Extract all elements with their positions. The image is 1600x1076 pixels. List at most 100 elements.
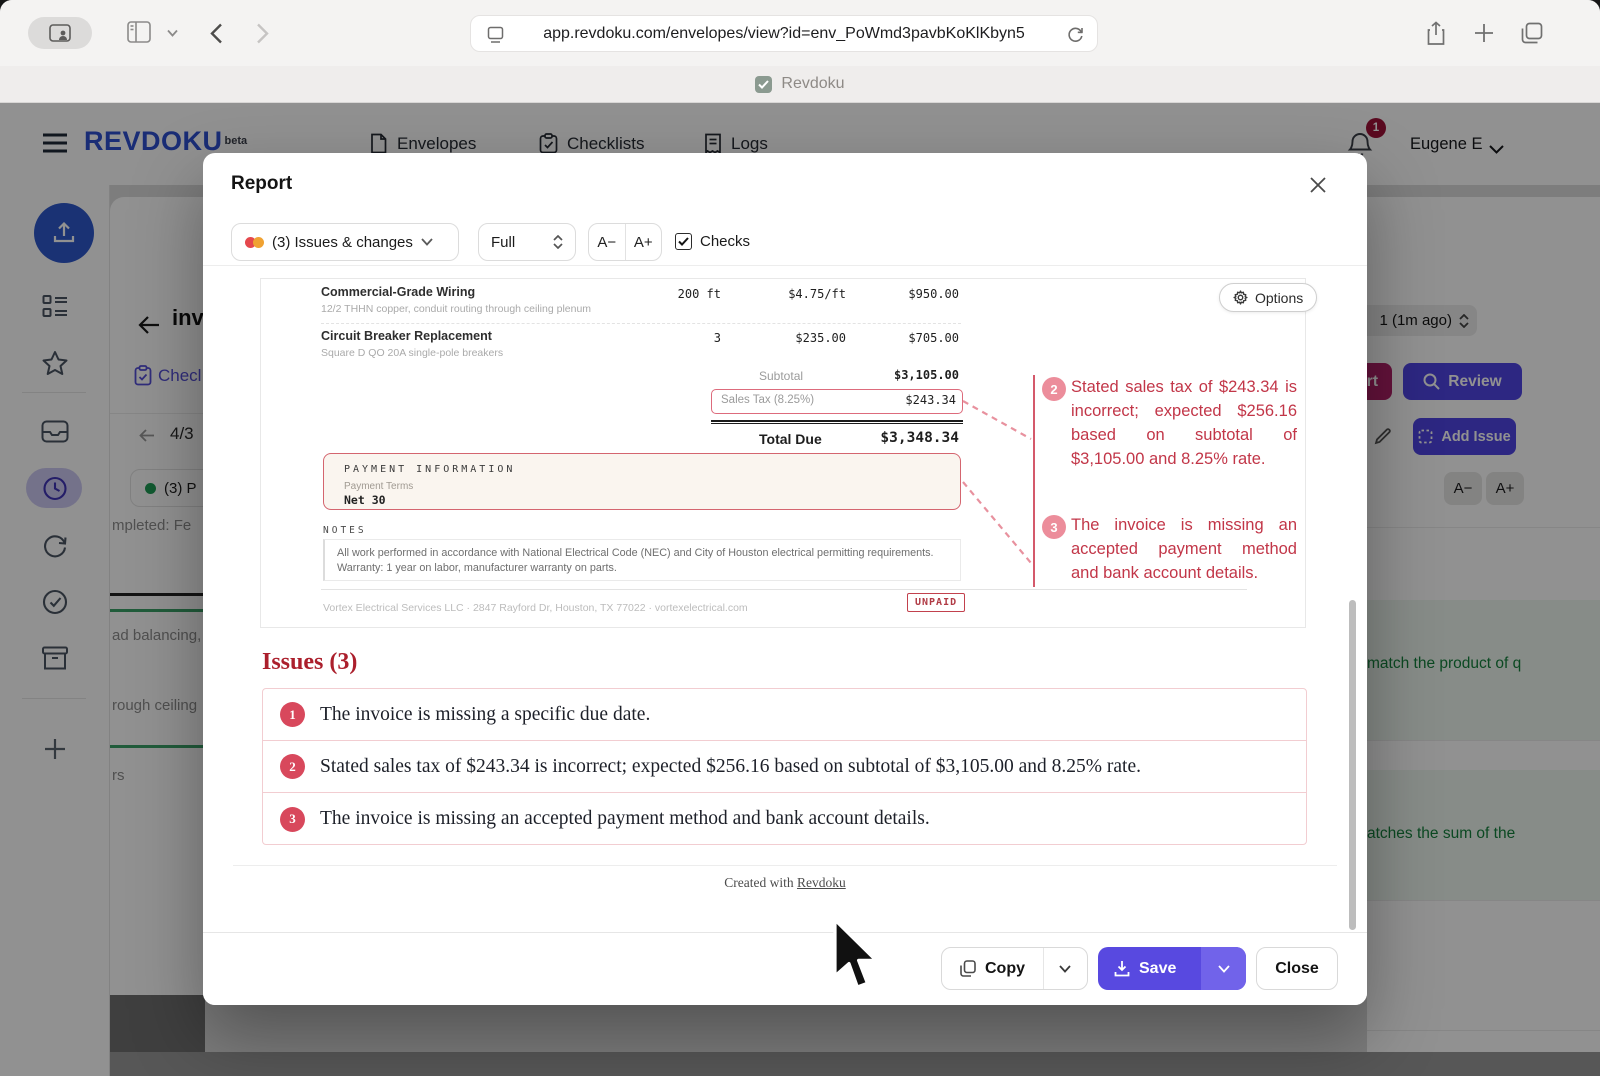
reload-icon[interactable] xyxy=(1067,25,1084,43)
copy-button[interactable]: Copy xyxy=(942,948,1044,989)
invoice-preview: Commercial-Grade Wiring 12/2 THHN copper… xyxy=(260,278,1306,628)
dashed-region-icon xyxy=(1418,429,1433,444)
pass-chip-label: (3) P xyxy=(164,479,197,497)
invoice-footer-line: Vortex Electrical Services LLC · 2847 Ra… xyxy=(323,602,748,614)
doc-title-fragment: inv xyxy=(172,305,204,330)
prev-page-icon[interactable] xyxy=(139,429,155,447)
size-select-value: Full xyxy=(491,233,516,251)
user-chevron-down-icon[interactable] xyxy=(1489,141,1504,159)
copy-menu-chevron-down-icon[interactable] xyxy=(1044,948,1086,989)
tax-highlight-box xyxy=(711,389,963,414)
row-divider-4 xyxy=(1367,1030,1600,1031)
close-button[interactable]: Close xyxy=(1256,947,1338,990)
payment-heading: PAYMENT INFORMATION xyxy=(344,464,516,475)
refresh-icon[interactable] xyxy=(42,533,68,558)
options-button[interactable]: Options xyxy=(1219,283,1318,312)
app-logo[interactable]: REVDOKU beta xyxy=(84,126,248,156)
forward-icon[interactable] xyxy=(256,23,269,44)
add-issue-button[interactable]: Add Issue xyxy=(1413,418,1516,455)
size-select[interactable]: Full xyxy=(478,223,576,261)
line-item-name: Commercial-Grade Wiring xyxy=(321,285,476,299)
item-divider xyxy=(321,323,961,324)
checklist-link-fragment[interactable]: Checl xyxy=(158,366,202,385)
fields-list-icon[interactable] xyxy=(42,294,68,318)
issues-list: 1 The invoice is missing a specific due … xyxy=(262,688,1307,845)
save-button[interactable]: Save xyxy=(1098,947,1201,990)
updown-icon xyxy=(1459,313,1469,328)
modal-scrollbar[interactable] xyxy=(1349,600,1356,930)
star-icon[interactable] xyxy=(41,350,68,376)
issues-heading: Issues (3) xyxy=(262,649,358,675)
logs-icon xyxy=(705,133,721,154)
issue-row: 1 The invoice is missing a specific due … xyxy=(263,689,1306,741)
payment-terms-value: Net 30 xyxy=(344,493,386,507)
total-due-label: Total Due xyxy=(759,431,822,447)
check-circle-icon[interactable] xyxy=(42,589,68,615)
review-button[interactable]: Review xyxy=(1403,363,1522,400)
checks-label: Checks xyxy=(700,233,751,250)
panel-divider xyxy=(110,413,205,414)
address-bar[interactable]: app.revdoku.com/envelopes/view?id=env_Po… xyxy=(470,15,1098,52)
sidebar-divider-2 xyxy=(22,698,86,699)
tab-title: Revdoku xyxy=(781,75,845,92)
select-updown-icon xyxy=(553,235,563,249)
close-icon[interactable] xyxy=(1309,176,1327,199)
green-rule-2 xyxy=(110,745,205,748)
profile-button[interactable] xyxy=(28,17,92,49)
check-row-highlight-1 xyxy=(1367,600,1600,740)
add-icon[interactable] xyxy=(43,737,67,761)
page-bottom-strip xyxy=(110,1052,1600,1076)
save-split-button: Save xyxy=(1098,947,1246,990)
archive-icon[interactable] xyxy=(41,646,68,670)
issue-text: The invoice is missing an accepted payme… xyxy=(320,808,930,829)
pencil-icon[interactable] xyxy=(1374,427,1392,450)
version-label: 1 (1m ago) xyxy=(1379,312,1452,329)
nav-logs[interactable]: Logs xyxy=(704,133,768,154)
font-decrease-button[interactable]: A− xyxy=(589,224,626,260)
hamburger-menu-icon[interactable] xyxy=(42,132,68,159)
new-tab-icon[interactable] xyxy=(1474,23,1494,43)
notes-heading: NOTES xyxy=(323,525,367,536)
issue-number: 1 xyxy=(280,702,305,727)
green-dot-icon xyxy=(145,482,156,494)
back-icon[interactable] xyxy=(210,23,223,44)
modal-title: Report xyxy=(231,173,293,194)
checks-toggle[interactable]: Checks xyxy=(675,233,750,250)
row-divider-3 xyxy=(1367,900,1600,901)
profile-icon xyxy=(49,24,71,42)
toolbar-divider xyxy=(203,265,1367,266)
inbox-icon[interactable] xyxy=(41,420,69,443)
checklists-icon xyxy=(539,133,558,154)
green-check-fragment-2: atches the sum of the xyxy=(1367,825,1516,842)
totals-double-rule xyxy=(711,420,963,424)
user-menu[interactable]: Eugene E xyxy=(1410,135,1482,154)
tax-label: Sales Tax (8.25%) xyxy=(721,394,815,406)
share-icon[interactable] xyxy=(1426,21,1446,46)
revdoku-link[interactable]: Revdoku xyxy=(796,875,846,890)
issues-filter-dropdown[interactable]: (3) Issues & changes xyxy=(231,223,459,261)
issue-text: Stated sales tax of $243.34 is incorrect… xyxy=(320,755,1141,777)
sidebar-toggle-icon[interactable] xyxy=(127,21,151,43)
history-clock-icon[interactable] xyxy=(42,476,67,501)
version-selector[interactable]: 1 (1m ago) xyxy=(1347,305,1477,336)
active-tab[interactable]: Revdoku xyxy=(0,66,1600,102)
save-menu-chevron-down-icon[interactable] xyxy=(1201,947,1246,990)
panel-font-increase-button[interactable]: A+ xyxy=(1486,472,1524,505)
line-item-desc: Square D QO 20A single-pole breakers xyxy=(321,347,504,359)
notes-box: All work performed in accordance with Na… xyxy=(323,539,961,581)
checklist-clipboard-icon[interactable] xyxy=(134,365,152,391)
panel-font-decrease-button[interactable]: A− xyxy=(1444,472,1482,505)
reader-icon[interactable] xyxy=(487,26,504,43)
nav-envelopes[interactable]: Envelopes xyxy=(369,133,476,154)
back-arrow-icon[interactable] xyxy=(138,316,160,339)
check-row-highlight-2 xyxy=(1367,770,1600,900)
url-text: app.revdoku.com/envelopes/view?id=env_Po… xyxy=(543,24,1025,42)
chevron-down-icon[interactable] xyxy=(167,29,178,37)
upload-button[interactable] xyxy=(34,203,94,263)
notes-text: All work performed in accordance with Na… xyxy=(337,547,934,574)
tab-overview-icon[interactable] xyxy=(1521,22,1543,44)
nav-checklists[interactable]: Checklists xyxy=(539,133,644,154)
font-increase-button[interactable]: A+ xyxy=(633,233,653,251)
